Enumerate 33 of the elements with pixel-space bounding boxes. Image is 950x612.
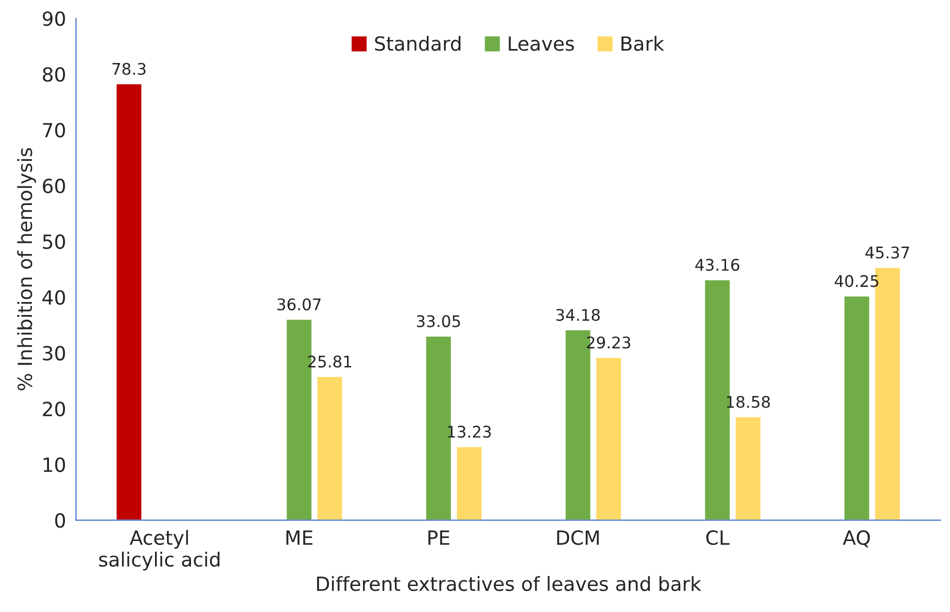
x-tick-label: DCM	[557, 530, 599, 545]
x-axis-title: Different extractives of leaves and bark	[317, 576, 702, 592]
legend-label: Standard	[375, 36, 460, 51]
y-tick-label: 20	[42, 402, 65, 416]
data-label: 78.3	[112, 62, 146, 75]
legend-label: Bark	[622, 36, 664, 51]
y-axis-title: % Inhibition of hemolysis	[17, 148, 36, 390]
y-tick-label: 10	[44, 457, 65, 472]
y-tick-label: 40	[42, 290, 65, 305]
data-label: 45.37	[865, 246, 910, 259]
data-label: 33.05	[416, 315, 460, 328]
data-label: 36.07	[277, 298, 321, 310]
data-label: 43.16	[695, 258, 740, 271]
x-tick-label: PE	[428, 530, 450, 545]
legend-label: Leaves	[508, 36, 574, 51]
bar	[843, 295, 871, 520]
y-tick-label: 80	[42, 67, 65, 82]
y-tick-label: 50	[43, 234, 65, 250]
x-tick-label: AQ	[842, 530, 870, 548]
bar	[115, 82, 143, 520]
x-tick-label: ME	[286, 530, 312, 545]
y-tick-label: 70	[43, 122, 65, 138]
y-tick-label: 30	[43, 346, 65, 361]
data-label: 34.18	[556, 308, 600, 321]
bar	[594, 356, 622, 520]
bar	[455, 446, 483, 520]
y-tick-label: 90	[42, 11, 65, 26]
x-tick-label: Acetyl salicylic acid	[99, 530, 220, 571]
bar	[316, 376, 344, 520]
y-tick-label: 0	[55, 513, 65, 528]
bar	[734, 416, 762, 520]
y-tick-label: 60	[42, 178, 65, 194]
x-tick-label: CL	[706, 530, 730, 545]
